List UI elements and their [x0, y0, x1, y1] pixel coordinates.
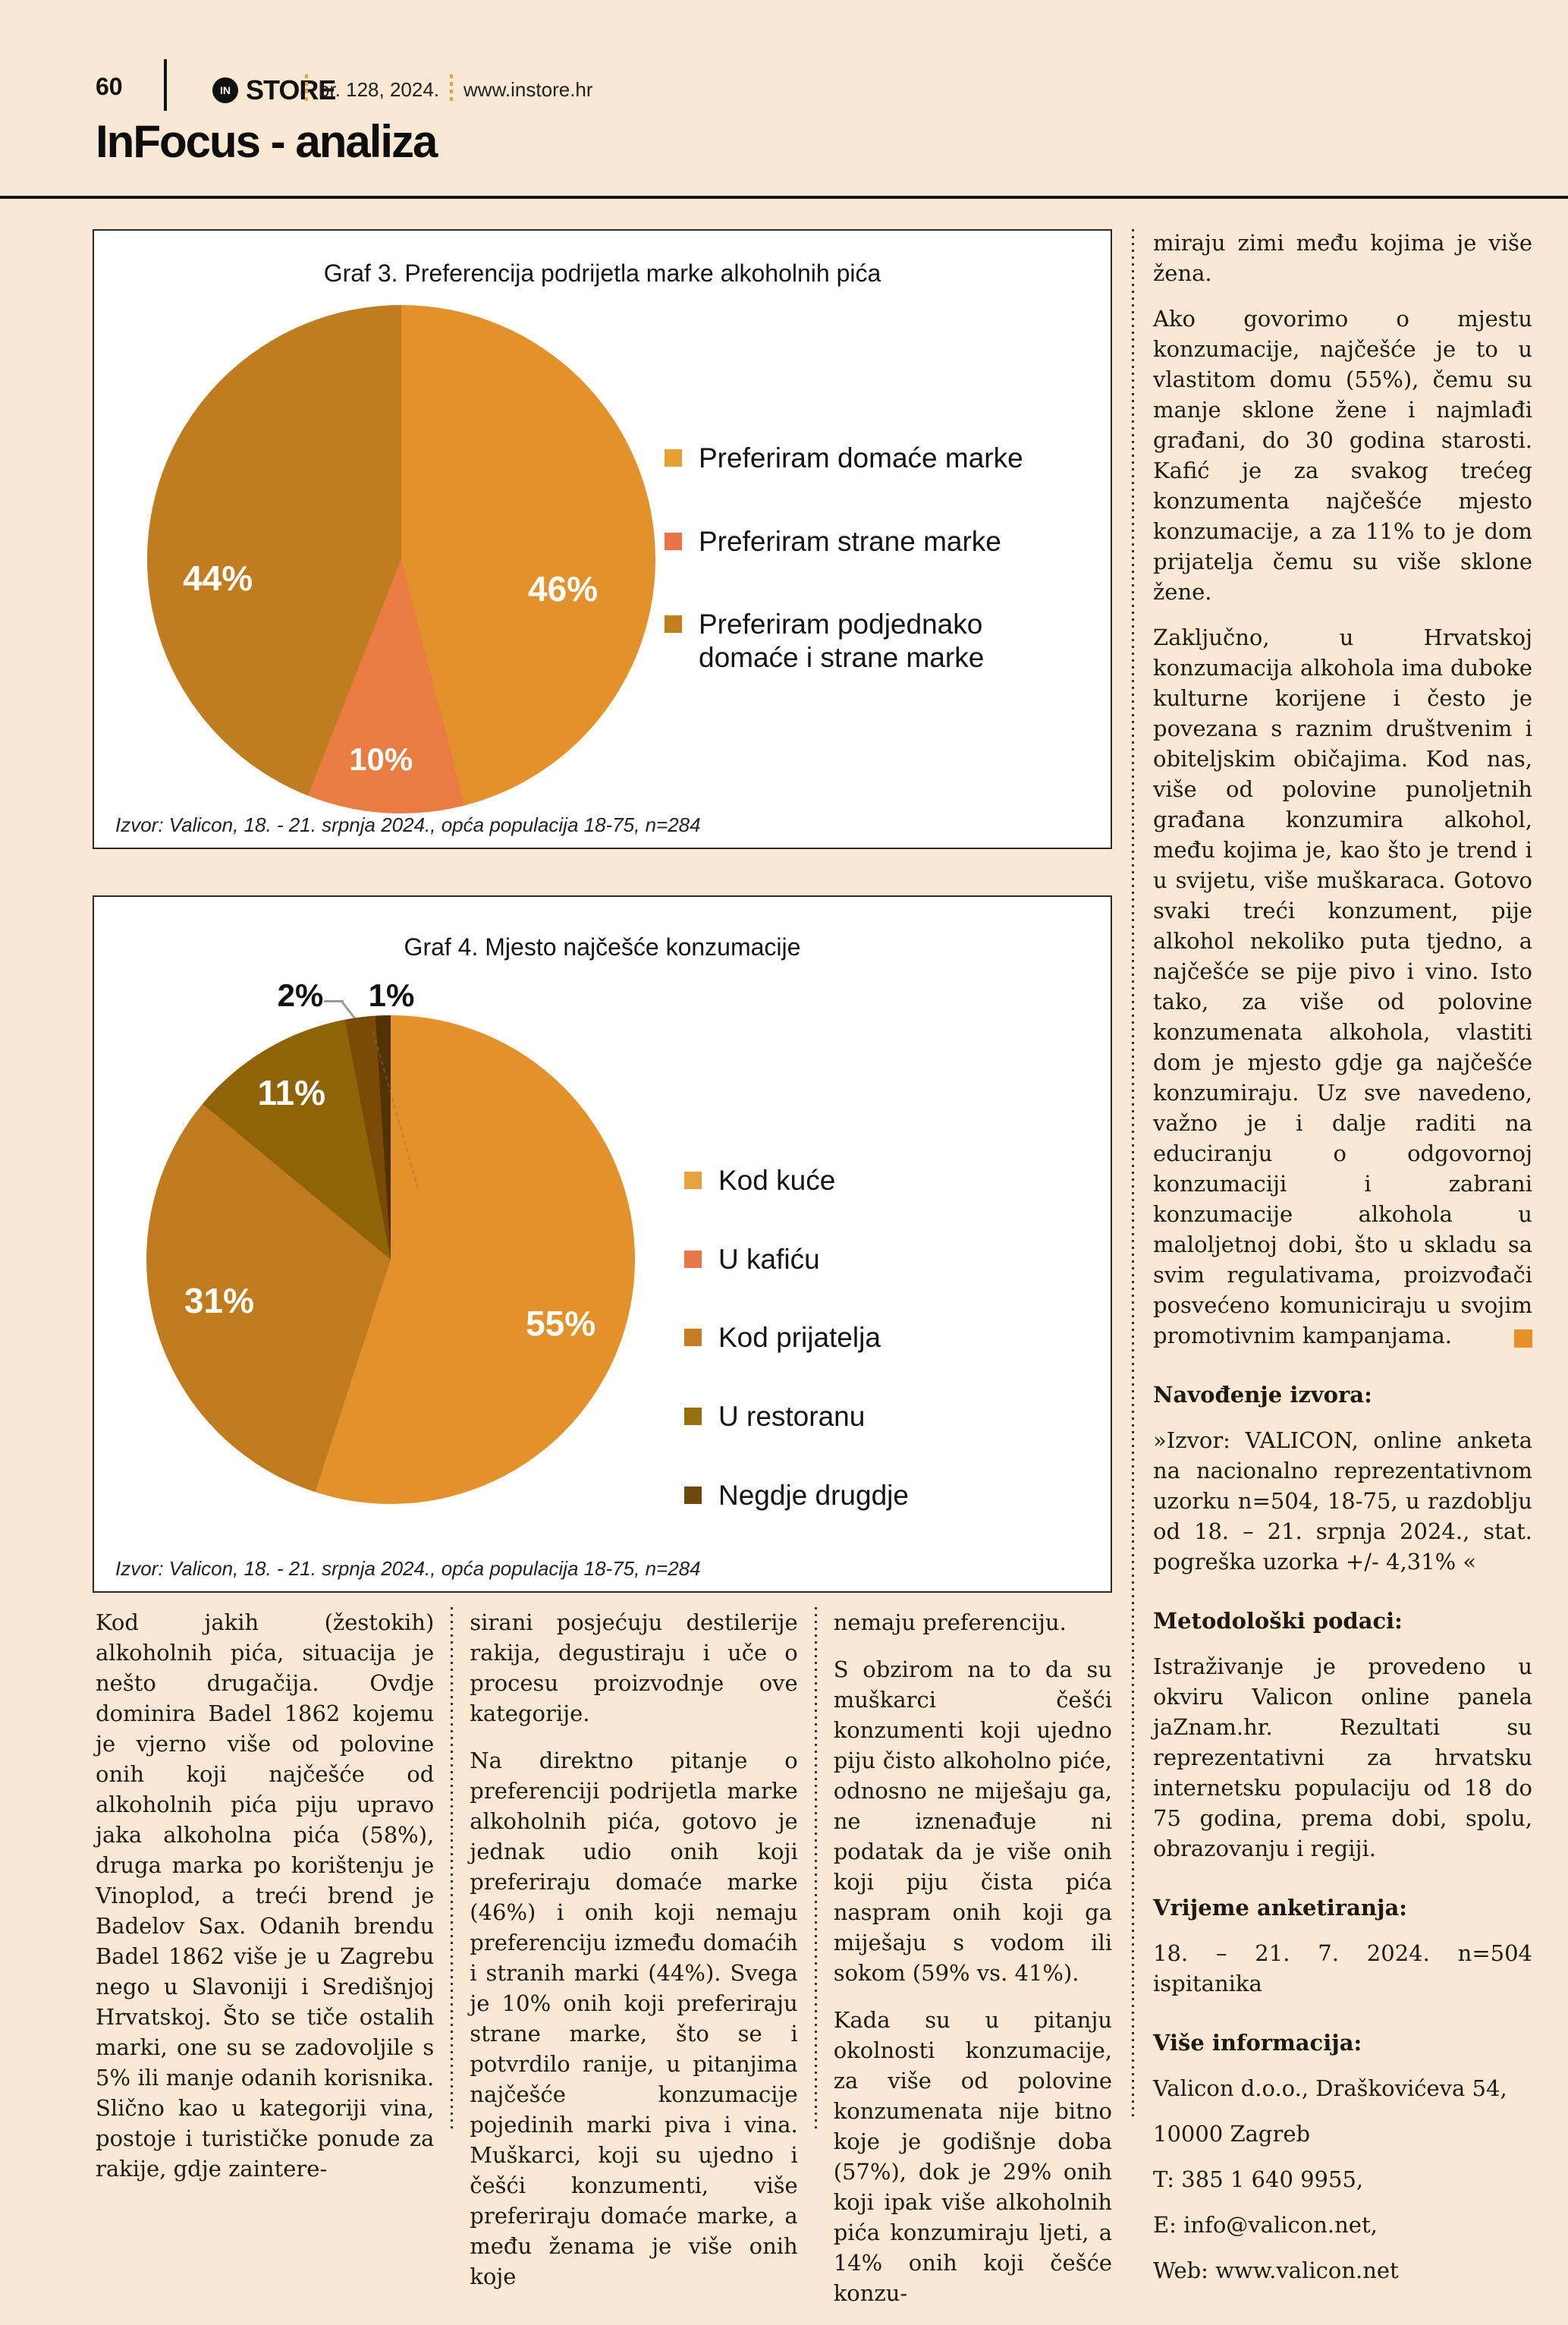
header-divider: [164, 59, 167, 111]
end-of-article-marker: [1514, 1329, 1532, 1348]
methodology-section: Metodološki podaci: Istraživanje je prov…: [1153, 1606, 1532, 1864]
section-heading: Više informacija:: [1153, 2030, 1362, 2056]
legend-label: Preferiram podjednako domaće i strane ma…: [699, 609, 985, 673]
bottom-article-columns: Kod jakih (žestokih) alkoholnih pića, si…: [96, 1607, 1112, 2325]
legend-item: U restoranu: [684, 1400, 1048, 1433]
section-heading: Vrijeme anketiranja:: [1153, 1895, 1407, 1921]
article-column-1: Kod jakih (žestokih) alkoholnih pića, si…: [96, 1607, 434, 2325]
chart-title: Graf 3. Preferencija podrijetla marke al…: [323, 260, 881, 287]
legend-item: Negdje drugdje: [684, 1479, 1048, 1512]
leader-line-dashed: [372, 1031, 419, 1189]
legend-swatch: [665, 615, 682, 634]
legend-label: Kod kuće: [718, 1165, 836, 1196]
pie-chart-graf4: 55% 31% 11%: [146, 1015, 635, 1504]
dotted-separator-icon: [305, 74, 308, 105]
legend-label: Negdje drugdje: [718, 1479, 909, 1511]
legend-item: U kafiću: [684, 1243, 1048, 1276]
legend-label: Preferiram domaće marke: [699, 442, 1023, 473]
source-citation-section: Navođenje izvora: »Izvor: VALICON, onlin…: [1153, 1380, 1532, 1577]
section-text: Istraživanje je provedeno u okviru Valic…: [1153, 1653, 1532, 1861]
title-rule: [0, 196, 1568, 199]
header-meta-row: br. 128, 2024. www.instore.hr: [294, 74, 593, 105]
pie-slice-label: 44%: [183, 558, 253, 598]
legend-item: Preferiram strane marke: [665, 525, 1089, 558]
article-paragraph: Zaključno, u Hrvatskoj konzumacija alkoh…: [1153, 625, 1532, 1348]
contact-web[interactable]: Web: www.valicon.net: [1153, 2257, 1399, 2283]
legend-swatch: [684, 1486, 702, 1504]
chart-graf4: Graf 4. Mjesto najčešće konzumacije 2% 1…: [93, 895, 1112, 1593]
leader-line: [324, 1000, 344, 1002]
section-title: InFocus - analiza: [96, 116, 438, 167]
legend-swatch: [665, 449, 682, 467]
chart-source: Izvor: Valicon, 18. - 21. srpnja 2024., …: [115, 1557, 701, 1580]
article-paragraph: Na direktno pitanje o preferenciji podri…: [470, 1748, 798, 2289]
magazine-name: STORE: [246, 74, 336, 105]
pie-slice-label: 2%: [277, 977, 324, 1013]
legend-item: Kod prijatelja: [684, 1321, 1048, 1354]
legend-swatch: [684, 1172, 702, 1189]
legend-label: U restoranu: [718, 1400, 866, 1432]
legend-label: U kafiću: [718, 1243, 820, 1275]
article-paragraph: Kod jakih (žestokih) alkoholnih pića, si…: [96, 1609, 435, 2182]
contact-city: 10000 Zagreb: [1153, 2121, 1311, 2147]
issue-number: br. 128, 2024.: [319, 77, 440, 101]
article-paragraph: miraju zimi među kojima je više žena.: [1153, 230, 1532, 286]
dotted-separator-icon: [450, 74, 454, 105]
column-separator: [1132, 229, 1134, 2120]
article-column-3: nemaju preferenciju. S obzirom na to da …: [834, 1607, 1112, 2325]
instore-logo: IN STORE: [212, 74, 336, 106]
chart-graf3: Graf 3. Preferencija podrijetla marke al…: [93, 229, 1112, 849]
website-link[interactable]: www.instore.hr: [463, 77, 593, 101]
legend: Preferiram domaće marke Preferiram stran…: [665, 442, 1089, 675]
article-column-2: sirani posjećuju destilerije rakija, deg…: [470, 1607, 797, 2325]
legend: Kod kuće U kafiću Kod prijatelja U resto…: [684, 1164, 1048, 1512]
article-paragraph: Kada su u pitanju okolnosti konzumacije,…: [833, 2007, 1112, 2306]
section-heading: Metodološki podaci:: [1153, 1608, 1403, 1634]
contact-phone: T: 385 1 640 9955,: [1153, 2166, 1364, 2192]
legend-swatch: [684, 1407, 702, 1425]
survey-time-section: Vrijeme anketiranja: 18. – 21. 7. 2024. …: [1153, 1892, 1532, 1999]
section-text: 18. – 21. 7. 2024. n=504 ispitanika: [1153, 1940, 1532, 1996]
pie-slice-label: 31%: [184, 1281, 254, 1321]
legend-item: Preferiram podjednako domaće i strane ma…: [665, 608, 1089, 674]
pie-slice-label: 46%: [528, 568, 599, 609]
pie-chart-graf3: 46% 10% 44%: [147, 305, 655, 813]
contact-section: Više informacija: Valicon d.o.o., Draško…: [1153, 2028, 1532, 2286]
legend-swatch: [684, 1329, 702, 1347]
pie-slice-label: 10%: [349, 741, 413, 777]
legend-swatch: [665, 532, 682, 550]
right-article-column: miraju zimi među kojima je više žena. Ak…: [1153, 228, 1532, 2301]
section-text: »Izvor: VALICON, online anketa na nacion…: [1153, 1427, 1532, 1575]
section-heading: Navođenje izvora:: [1153, 1382, 1372, 1408]
page-number: 60: [96, 73, 123, 100]
legend-label: Kod prijatelja: [718, 1322, 881, 1354]
legend-swatch: [684, 1250, 702, 1268]
chart-source: Izvor: Valicon, 18. - 21. srpnja 2024., …: [115, 813, 701, 836]
contact-email[interactable]: E: info@valicon.net,: [1153, 2212, 1378, 2238]
pie-slice-label: 11%: [257, 1072, 326, 1112]
pie-slice-label: 55%: [526, 1303, 596, 1343]
pie-slice-label: 1%: [368, 977, 415, 1013]
article-paragraph: S obzirom na to da su muškarci češći kon…: [833, 1656, 1112, 1986]
article-paragraph: Ako govorimo o mjestu konzumacije, najče…: [1153, 306, 1532, 605]
column-separator: [451, 1607, 454, 2131]
contact-address: Valicon d.o.o., Draškovićeva 54,: [1153, 2075, 1507, 2101]
legend-item: Kod kuće: [684, 1164, 1048, 1197]
column-separator: [814, 1607, 817, 2131]
legend-label: Preferiram strane marke: [699, 525, 1001, 557]
instore-logo-icon: IN: [212, 77, 238, 103]
legend-item: Preferiram domaće marke: [665, 442, 1089, 475]
article-paragraph: sirani posjećuju destilerije rakija, deg…: [470, 1609, 798, 1726]
chart-title: Graf 4. Mjesto najčešće konzumacije: [404, 933, 801, 961]
article-paragraph: nemaju preferenciju.: [833, 1609, 1067, 1635]
